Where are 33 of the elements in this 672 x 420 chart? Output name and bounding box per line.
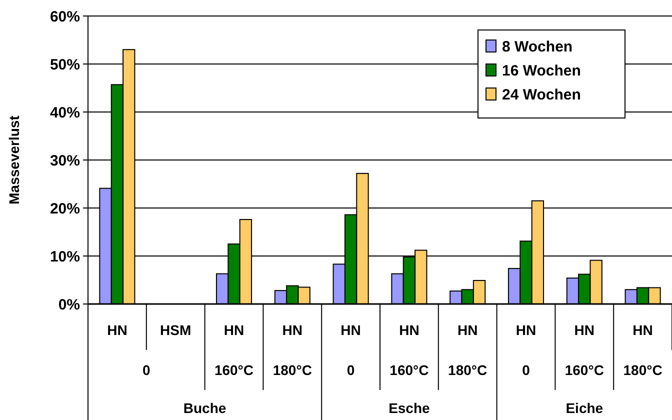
y-tick-label: 0% (58, 296, 80, 314)
text: 160°C (214, 362, 254, 378)
text: 160°C (390, 362, 429, 378)
text: 0 (346, 362, 355, 378)
text: 0 (522, 362, 530, 378)
x-tick-label: HN (574, 322, 595, 338)
x-tick-label: HN (632, 322, 653, 338)
text: 180°C (623, 362, 662, 378)
y-tick-label: 40% (50, 104, 80, 122)
text: Esche (388, 400, 430, 416)
text: Eiche (566, 400, 604, 416)
text: 180°C (272, 362, 312, 378)
text: Buche (183, 400, 226, 416)
legend-label: 24 Wochen (502, 86, 581, 104)
x-tick-label: HN (224, 322, 244, 338)
y-tick-label: 30% (50, 152, 80, 170)
x-tick-label: HN (457, 322, 478, 338)
y-tick-label: 20% (50, 200, 80, 218)
x-tick-label: HN (340, 322, 361, 338)
text: 160°C (564, 362, 604, 378)
text: 180°C (448, 362, 488, 378)
x-tick-label: HN (107, 322, 128, 338)
y-tick-label: 60% (50, 8, 80, 26)
legend-label: 8 Wochen (502, 38, 573, 56)
y-tick-label: 10% (50, 248, 80, 266)
x-tick-label: HSM (160, 322, 192, 338)
text: 0 (142, 362, 150, 378)
x-tick-label: HN (399, 322, 420, 338)
x-tick-label: HN (282, 322, 303, 338)
y-tick-label: 50% (50, 56, 80, 74)
legend-label: 16 Wochen (502, 62, 581, 80)
x-tick-label: HN (516, 322, 536, 338)
y-axis-title: Masseverlust (6, 115, 22, 204)
